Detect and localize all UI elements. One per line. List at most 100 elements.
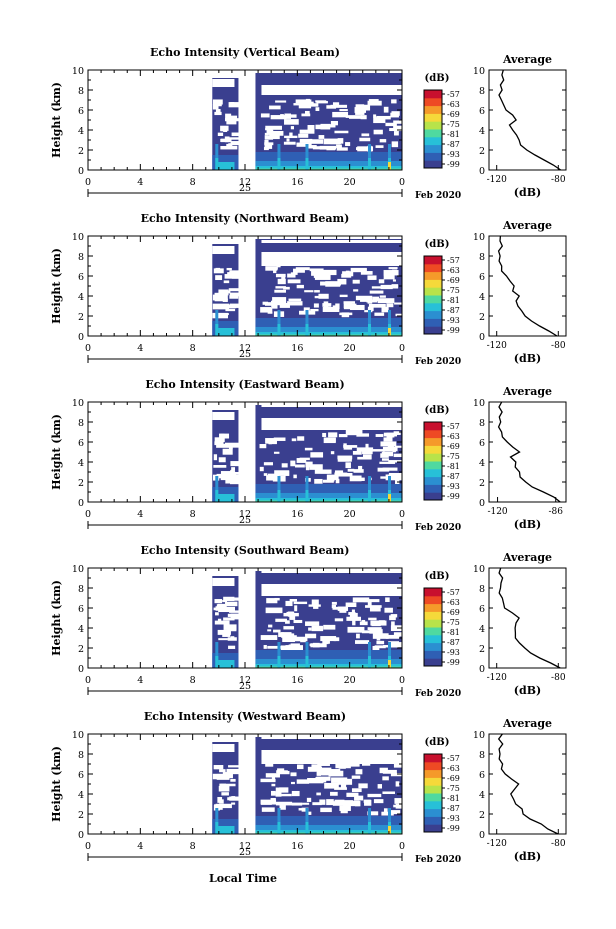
no-echo-cell bbox=[270, 115, 287, 120]
no-echo-cell bbox=[343, 445, 358, 448]
no-echo-cell bbox=[222, 298, 228, 302]
no-echo-cell bbox=[223, 280, 230, 284]
panel-title: Echo Intensity (Eastward Beam) bbox=[145, 378, 344, 391]
average-profile: Average 0 2 4 6 8 10 -120 -80 (dB) bbox=[473, 219, 567, 365]
no-echo-cell bbox=[214, 441, 224, 446]
colorbar-swatch bbox=[424, 295, 442, 304]
no-echo-cell bbox=[323, 138, 340, 145]
x-tick-label: 4 bbox=[137, 675, 143, 686]
no-echo-cell bbox=[313, 303, 319, 308]
no-echo-cell bbox=[286, 138, 290, 142]
no-echo-cell bbox=[265, 763, 274, 767]
no-echo-cell bbox=[356, 433, 370, 437]
no-echo-cell bbox=[267, 311, 273, 314]
no-echo-cell bbox=[330, 451, 335, 455]
no-echo-cell bbox=[393, 131, 399, 136]
colorbar-unit-label: (dB) bbox=[425, 571, 450, 582]
average-x-tick-label: -80 bbox=[551, 341, 566, 351]
no-echo-cell bbox=[378, 279, 385, 284]
no-echo-cell bbox=[334, 130, 349, 134]
colorbar-swatch bbox=[424, 761, 442, 771]
average-y-tick-label: 0 bbox=[479, 664, 485, 675]
no-echo-cell bbox=[301, 807, 309, 812]
no-echo-cell bbox=[368, 303, 386, 308]
colorbar-swatch bbox=[424, 800, 442, 810]
echo-streak bbox=[305, 656, 309, 668]
no-echo-cell bbox=[383, 270, 399, 276]
average-y-tick-label: 4 bbox=[479, 126, 485, 137]
colorbar-tick-label: -57 bbox=[447, 90, 460, 99]
echo-streak bbox=[368, 158, 371, 170]
no-echo-cell bbox=[363, 599, 380, 603]
no-echo-cell bbox=[227, 272, 232, 277]
no-echo-cell bbox=[293, 601, 308, 605]
date-label: 25 bbox=[239, 515, 251, 526]
no-echo-cell bbox=[299, 129, 315, 134]
colorbar-swatch bbox=[424, 263, 442, 273]
no-echo-cell bbox=[274, 470, 290, 476]
no-echo-cell bbox=[392, 279, 396, 282]
no-echo-cell bbox=[359, 137, 371, 142]
no-echo-cell bbox=[226, 118, 237, 125]
echo-streak bbox=[305, 310, 309, 336]
colorbar-tick-label: -69 bbox=[447, 774, 460, 783]
no-echo-cell bbox=[389, 615, 396, 621]
no-echo-cell bbox=[351, 775, 361, 779]
no-echo-cell bbox=[217, 618, 222, 622]
colorbar-tick-label: -93 bbox=[447, 814, 460, 823]
no-echo-cell bbox=[390, 773, 403, 777]
no-echo-cell bbox=[285, 600, 293, 607]
no-echo-cell bbox=[385, 597, 390, 602]
no-echo-cell bbox=[218, 289, 229, 296]
no-echo-band bbox=[261, 750, 402, 764]
no-echo-cell bbox=[340, 784, 347, 789]
x-tick-label: 12 bbox=[239, 177, 251, 188]
average-y-tick-label: 6 bbox=[479, 106, 485, 117]
no-echo-cell bbox=[328, 432, 338, 438]
average-x-tick-label: -80 bbox=[551, 839, 566, 849]
no-echo-cell bbox=[228, 288, 244, 292]
y-tick-label: 8 bbox=[78, 86, 84, 97]
no-echo-cell bbox=[283, 626, 295, 630]
no-echo-cell bbox=[270, 300, 287, 306]
echo-streak bbox=[215, 144, 219, 170]
no-echo-cell bbox=[345, 142, 351, 146]
no-echo-cell bbox=[271, 783, 276, 787]
no-echo-cell bbox=[371, 286, 383, 289]
echo-streak bbox=[215, 476, 219, 502]
no-echo-cell bbox=[299, 138, 313, 143]
echo-lowlevel bbox=[216, 494, 235, 502]
no-echo-cell bbox=[263, 462, 273, 466]
no-echo-cell bbox=[362, 449, 373, 455]
no-echo-cell bbox=[305, 466, 310, 471]
no-echo-cell bbox=[349, 475, 362, 482]
no-echo-cell bbox=[318, 135, 325, 139]
no-echo-cell bbox=[352, 620, 356, 626]
y-tick-label: 6 bbox=[78, 770, 84, 781]
colorbar-tick-label: -87 bbox=[447, 306, 460, 315]
no-echo-cell bbox=[265, 438, 277, 444]
no-echo-cell bbox=[383, 437, 393, 442]
colorbar: (dB) -57-63-69-75-81-87-93-99 bbox=[423, 73, 460, 169]
average-y-tick-label: 6 bbox=[479, 770, 485, 781]
average-profile-line bbox=[497, 401, 561, 503]
no-echo-cell bbox=[229, 292, 243, 297]
no-echo-cell bbox=[228, 102, 244, 108]
no-echo-cell bbox=[319, 799, 326, 805]
echo-streak bbox=[388, 144, 391, 170]
no-echo-cell bbox=[219, 769, 226, 773]
no-echo-cell bbox=[228, 645, 236, 649]
no-echo-cell bbox=[213, 464, 227, 468]
y-tick-label: 6 bbox=[78, 106, 84, 117]
y-tick-label: 4 bbox=[78, 458, 84, 469]
no-echo-cell bbox=[308, 604, 321, 607]
no-echo-cell bbox=[306, 797, 312, 802]
no-echo-cell bbox=[343, 303, 353, 309]
colorbar-tick-label: -57 bbox=[447, 754, 460, 763]
no-echo-cell bbox=[322, 479, 334, 483]
no-echo-cell bbox=[340, 809, 348, 814]
y-tick-label: 10 bbox=[72, 66, 84, 77]
y-tick-label: 10 bbox=[72, 232, 84, 243]
average-y-tick-label: 0 bbox=[479, 498, 485, 509]
